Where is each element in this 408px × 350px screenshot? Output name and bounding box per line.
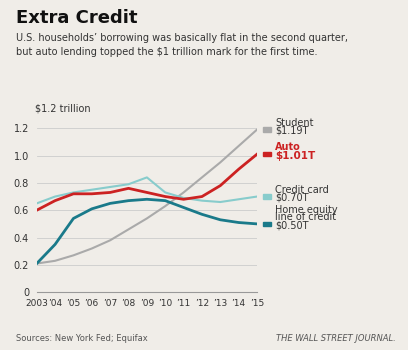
Text: Student: Student — [275, 118, 314, 128]
Text: $0.70T: $0.70T — [275, 193, 309, 203]
Text: Credit card: Credit card — [275, 185, 329, 195]
Text: Home equity: Home equity — [275, 205, 338, 215]
Text: Extra Credit: Extra Credit — [16, 9, 138, 27]
Text: $1.2 trillion: $1.2 trillion — [35, 104, 90, 114]
Text: $0.50T: $0.50T — [275, 220, 309, 230]
Text: THE WALL STREET JOURNAL.: THE WALL STREET JOURNAL. — [276, 334, 396, 343]
Text: U.S. households’ borrowing was basically flat in the second quarter,
but auto le: U.S. households’ borrowing was basically… — [16, 33, 348, 57]
Text: Sources: New York Fed; Equifax: Sources: New York Fed; Equifax — [16, 334, 148, 343]
Text: $1.01T: $1.01T — [275, 151, 316, 161]
Text: line of credit: line of credit — [275, 212, 337, 222]
Text: Auto: Auto — [275, 142, 301, 152]
Text: $1.19T: $1.19T — [275, 126, 309, 136]
